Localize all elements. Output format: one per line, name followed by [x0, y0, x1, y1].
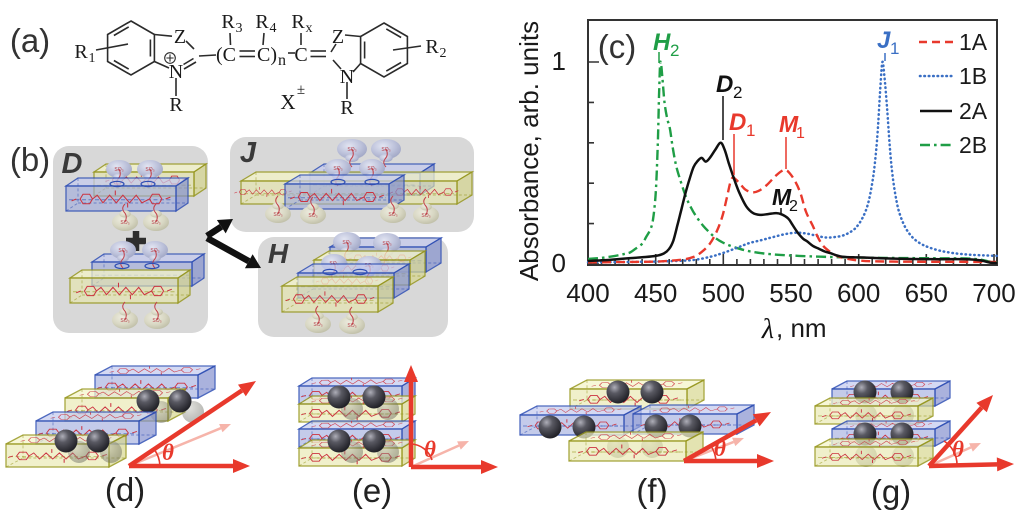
svg-text:2: 2 [733, 83, 742, 102]
svg-text:0: 0 [552, 248, 566, 278]
svg-text:Z: Z [174, 26, 186, 48]
svg-text:±: ± [297, 82, 305, 98]
svg-text:SO₃: SO₃ [120, 318, 129, 324]
svg-text:J: J [240, 137, 257, 169]
svg-text:SO₃: SO₃ [118, 248, 127, 254]
svg-text:SO₃: SO₃ [114, 167, 123, 173]
svg-text:(a): (a) [10, 22, 50, 59]
svg-text:2B: 2B [959, 132, 987, 158]
svg-text:1: 1 [89, 51, 96, 66]
svg-text:SO₃: SO₃ [151, 220, 160, 226]
svg-text:SO₃: SO₃ [347, 323, 356, 329]
svg-text:θ: θ [162, 440, 174, 465]
svg-text:J: J [877, 27, 891, 54]
svg-text:D: D [62, 148, 83, 180]
svg-text:1: 1 [890, 39, 899, 58]
svg-text:1: 1 [552, 46, 566, 76]
svg-text:H: H [653, 29, 671, 56]
svg-text:2: 2 [670, 41, 679, 60]
svg-text:1: 1 [746, 121, 755, 140]
svg-text:X: X [280, 90, 295, 114]
svg-text:1: 1 [796, 125, 805, 142]
svg-text:4: 4 [270, 21, 277, 36]
svg-text:700: 700 [972, 278, 1015, 308]
svg-text:R: R [169, 94, 183, 116]
svg-text:N: N [169, 61, 183, 83]
svg-text:Absorbance, arb. units: Absorbance, arb. units [514, 21, 544, 281]
svg-text:θ: θ [424, 437, 436, 462]
svg-text:2A: 2A [959, 98, 988, 124]
svg-text:R: R [291, 11, 305, 33]
svg-text:M: M [772, 184, 792, 210]
svg-text:3: 3 [236, 21, 243, 36]
svg-text:450: 450 [634, 278, 677, 308]
svg-text:C): C) [257, 44, 277, 66]
svg-text:SO₃: SO₃ [367, 166, 376, 172]
svg-text:SO₃: SO₃ [347, 147, 356, 153]
svg-text:SO₃: SO₃ [152, 318, 161, 324]
svg-text:SO₃: SO₃ [382, 241, 391, 247]
svg-text:600: 600 [837, 278, 880, 308]
svg-text:R: R [425, 36, 439, 58]
svg-text:(d): (d) [105, 471, 145, 508]
svg-text:(c): (c) [598, 28, 636, 65]
svg-text:, nm: , nm [776, 313, 827, 343]
svg-text:Z: Z [332, 26, 344, 48]
svg-text:θ: θ [714, 436, 726, 461]
svg-text:(f): (f) [636, 472, 667, 509]
svg-text:SO₃: SO₃ [381, 147, 390, 153]
svg-text:SO₃: SO₃ [150, 248, 159, 254]
svg-text:(b): (b) [10, 141, 50, 178]
svg-text:x: x [306, 21, 313, 36]
svg-text:SO₃: SO₃ [342, 240, 351, 246]
svg-text:1A: 1A [959, 29, 988, 55]
svg-text:R: R [255, 11, 269, 33]
svg-text:(g): (g) [871, 473, 911, 510]
svg-text:M: M [779, 111, 799, 137]
svg-text:1B: 1B [959, 63, 987, 89]
svg-text:θ: θ [952, 437, 964, 462]
svg-text:R: R [74, 41, 88, 63]
svg-text:400: 400 [566, 278, 609, 308]
svg-text:SO₃: SO₃ [273, 212, 282, 218]
svg-text:D: D [716, 71, 733, 98]
svg-text:500: 500 [702, 278, 745, 308]
svg-text:R: R [340, 97, 354, 119]
svg-text:2: 2 [440, 46, 447, 61]
svg-text:R: R [221, 11, 235, 33]
svg-text:SO₃: SO₃ [120, 220, 129, 226]
svg-text:2: 2 [789, 198, 798, 215]
svg-text:(C: (C [216, 44, 236, 66]
svg-text:N: N [340, 66, 354, 88]
svg-text:SO₃: SO₃ [388, 212, 397, 218]
svg-text:SO₃: SO₃ [333, 166, 342, 172]
svg-text:SO₃: SO₃ [308, 213, 317, 219]
svg-text:D: D [729, 109, 746, 136]
svg-text:650: 650 [905, 278, 948, 308]
svg-text:n: n [278, 52, 286, 69]
svg-text:550: 550 [769, 278, 812, 308]
svg-text:SO₃: SO₃ [145, 167, 154, 173]
svg-text:SO₃: SO₃ [421, 213, 430, 219]
svg-text:SO₃: SO₃ [313, 322, 322, 328]
svg-text:λ: λ [761, 314, 774, 345]
svg-text:H: H [268, 238, 289, 269]
svg-text:C: C [294, 44, 307, 66]
svg-text:(e): (e) [352, 472, 392, 509]
